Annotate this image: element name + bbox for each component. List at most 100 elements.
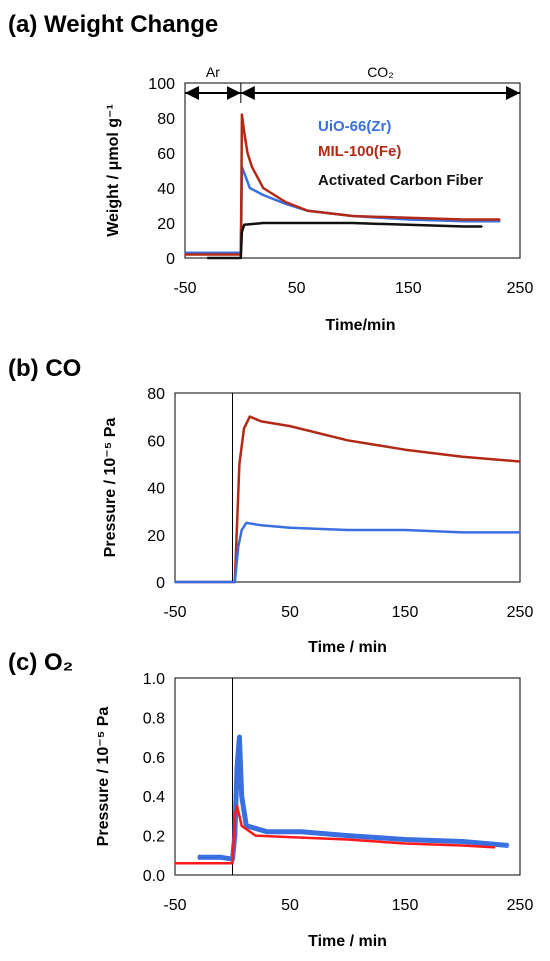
y-tick-label: 0.8 xyxy=(143,710,165,727)
x-tick-label: 50 xyxy=(281,897,299,914)
panel-a-title: (a) Weight Change xyxy=(8,11,218,38)
data-point xyxy=(351,215,354,217)
data-point xyxy=(461,844,464,847)
data-point xyxy=(507,844,510,847)
data-point xyxy=(238,463,241,465)
data-point xyxy=(289,526,291,529)
x-tick-label: 250 xyxy=(507,897,534,914)
data-point xyxy=(234,581,236,583)
data-point xyxy=(184,251,186,254)
data-point xyxy=(260,420,263,423)
data-point xyxy=(174,862,176,864)
y-tick-label: 0 xyxy=(166,251,175,268)
y-tick-label: 0.6 xyxy=(143,750,165,767)
data-point xyxy=(228,253,231,256)
data-point xyxy=(499,220,501,223)
data-point xyxy=(407,216,410,219)
data-point xyxy=(404,838,406,841)
data-point xyxy=(236,765,238,768)
data-point xyxy=(407,218,410,221)
data-point xyxy=(197,862,199,864)
data-point xyxy=(404,842,406,845)
panel-b: 0 20 40 60 80 -50 50 150 250 Time / min Pressure /… xyxy=(102,386,533,656)
y-axis-label: Pressure / 10⁻⁵ Pa xyxy=(95,707,112,847)
x-tick-label: -50 xyxy=(173,280,196,297)
y-axis-label: Pressure / 10⁻⁵ Pa xyxy=(102,418,119,558)
data-point xyxy=(463,218,465,221)
data-point xyxy=(240,529,243,531)
x-tick-label: 50 xyxy=(288,280,306,297)
panel-c-title: (c) O₂ xyxy=(8,649,73,676)
data-point xyxy=(461,455,464,458)
region-label: Ar xyxy=(206,64,220,80)
data-point xyxy=(248,415,251,418)
data-point xyxy=(240,824,243,827)
plot-frame xyxy=(184,82,521,259)
plot-frame xyxy=(174,677,521,876)
y-tick-label: 0.4 xyxy=(143,789,165,806)
y-tick-label: 20 xyxy=(147,528,165,545)
data-point xyxy=(346,838,349,841)
data-point xyxy=(289,425,291,427)
data-point xyxy=(241,230,243,233)
x-tick-label: -50 xyxy=(163,604,186,621)
x-axis-label: Time / min xyxy=(308,933,387,950)
legend-entry: UiO-66(Zr) xyxy=(318,118,391,135)
data-point xyxy=(240,257,242,259)
data-point xyxy=(260,524,263,527)
data-point xyxy=(346,439,349,442)
data-point xyxy=(238,736,241,738)
x-axis-label: Time / min xyxy=(308,639,387,656)
data-point xyxy=(295,222,298,224)
x-tick-label: 250 xyxy=(507,280,534,297)
data-point xyxy=(262,222,264,224)
data-point xyxy=(243,223,245,226)
data-point xyxy=(246,152,249,154)
data-point xyxy=(206,257,209,259)
data-point xyxy=(461,840,464,843)
data-point xyxy=(404,448,406,451)
data-point xyxy=(240,795,243,797)
data-point xyxy=(351,222,354,224)
y-tick-label: 0.0 xyxy=(143,868,165,885)
data-point xyxy=(300,836,303,839)
y-tick-label: 80 xyxy=(157,111,175,128)
data-point xyxy=(300,830,303,833)
data-point xyxy=(228,257,231,259)
x-tick-label: 150 xyxy=(395,280,422,297)
y-tick-label: 1.0 xyxy=(143,671,165,688)
data-point xyxy=(499,218,501,221)
data-point xyxy=(254,834,257,837)
plot-frame xyxy=(174,392,521,583)
data-point xyxy=(346,529,349,531)
data-point xyxy=(220,856,222,859)
data-point xyxy=(493,846,496,849)
series-line xyxy=(175,804,495,865)
series-line xyxy=(175,521,520,584)
data-point xyxy=(404,529,406,531)
data-point xyxy=(481,225,483,228)
y-tick-label: 60 xyxy=(157,146,175,163)
series-line xyxy=(207,221,482,260)
data-point xyxy=(243,427,245,430)
data-point xyxy=(234,815,236,817)
data-point xyxy=(237,545,240,548)
data-point xyxy=(251,166,253,168)
data-point xyxy=(240,187,243,189)
data-point xyxy=(231,862,234,864)
y-tick-label: 60 xyxy=(147,433,165,450)
data-point xyxy=(519,531,521,534)
y-tick-label: 40 xyxy=(147,481,165,498)
y-axis-label: Weight / μmol g⁻¹ xyxy=(105,104,122,237)
panel-b-title: (b) CO xyxy=(8,355,81,382)
data-point xyxy=(284,201,287,203)
data-point xyxy=(236,805,238,807)
panel-c: 0.0 0.2 0.4 0.6 0.8 1.0 -50 50 150 250 Time / min P… xyxy=(95,671,533,950)
x-tick-label: 150 xyxy=(392,604,419,621)
y-tick-label: 0.2 xyxy=(143,829,165,846)
data-point xyxy=(245,824,248,827)
data-point xyxy=(244,174,247,177)
y-tick-label: 80 xyxy=(147,386,165,403)
data-point xyxy=(174,581,176,583)
